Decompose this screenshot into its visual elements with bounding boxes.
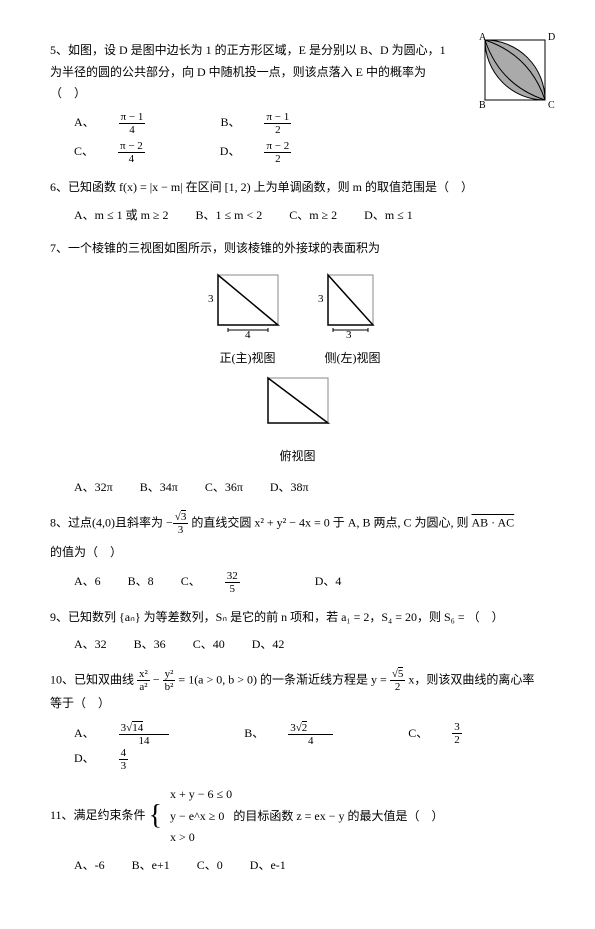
svg-text:4: 4 [245, 329, 251, 340]
q11-text: 11、满足约束条件 { x + y − 6 ≤ 0 y − e^x ≥ 0 的目… [50, 784, 545, 849]
svg-text:3: 3 [346, 329, 352, 340]
side-view-label: 侧(左)视图 [313, 348, 393, 370]
q9-text: 9、已知数列 {aₙ} 为等差数列，Sₙ 是它的前 n 项和，若 a₁ = 2，… [50, 607, 545, 629]
q7-text: 7、一个棱锥的三视图如图所示，则该棱锥的外接球的表面积为 [50, 238, 545, 260]
question-6: 6、已知函数 f(x) = |x − m| 在区间 [1, 2) 上为单调函数，… [50, 177, 545, 226]
q8-options: A、6 B、8 C、325 D、4 [50, 570, 545, 595]
top-view-label: 俯视图 [253, 446, 343, 468]
q10-text: 10、已知双曲线 x²a² − y²b² = 1(a > 0, b > 0) 的… [50, 668, 545, 715]
svg-text:C: C [548, 100, 555, 110]
question-5: A D B C 5、如图，设 D 是图中边长为 1 的正方形区域，E 是分别以 … [50, 40, 545, 165]
question-7: 7、一个棱锥的三视图如图所示，则该棱锥的外接球的表面积为 3 4 正(主)视图 3… [50, 238, 545, 499]
svg-text:D: D [548, 32, 555, 43]
three-views: 3 4 正(主)视图 3 3 侧(左)视图 俯视图 [50, 270, 545, 467]
q8-text-2: 的值为（ ） [50, 542, 545, 564]
q5-options: A、π − 14 B、π − 12 [50, 111, 545, 136]
q5-options-2: C、π − 24 D、π − 22 [50, 140, 545, 165]
q9-options: A、32 B、36 C、40 D、42 [50, 634, 545, 656]
q11-options: A、-6 B、e+1 C、0 D、e-1 [50, 855, 545, 877]
question-10: 10、已知双曲线 x²a² − y²b² = 1(a > 0, b > 0) 的… [50, 668, 545, 772]
svg-text:3: 3 [208, 293, 214, 305]
q7-options: A、32π B、34π C、36π D、38π [50, 477, 545, 499]
q8-text: 8、过点(4,0)且斜率为 −√33 的直线交圆 x² + y² − 4x = … [50, 511, 545, 536]
question-11: 11、满足约束条件 { x + y − 6 ≤ 0 y − e^x ≥ 0 的目… [50, 784, 545, 876]
svg-text:A: A [479, 32, 487, 43]
q10-options: A、3√1414 B、3√24 C、32 D、43 [50, 721, 545, 772]
question-8: 8、过点(4,0)且斜率为 −√33 的直线交圆 x² + y² − 4x = … [50, 511, 545, 595]
question-9: 9、已知数列 {aₙ} 为等差数列，Sₙ 是它的前 n 项和，若 a₁ = 2，… [50, 607, 545, 656]
q5-text: 5、如图，设 D 是图中边长为 1 的正方形区域，E 是分别以 B、D 为圆心，… [50, 40, 545, 105]
q6-options: A、m ≤ 1 或 m ≥ 2 B、1 ≤ m < 2 C、m ≥ 2 D、m … [50, 205, 545, 227]
q6-text: 6、已知函数 f(x) = |x − m| 在区间 [1, 2) 上为单调函数，… [50, 177, 545, 199]
q5-figure: A D B C [475, 30, 555, 118]
front-view-label: 正(主)视图 [203, 348, 293, 370]
svg-text:B: B [479, 100, 486, 110]
svg-text:3: 3 [318, 293, 324, 305]
